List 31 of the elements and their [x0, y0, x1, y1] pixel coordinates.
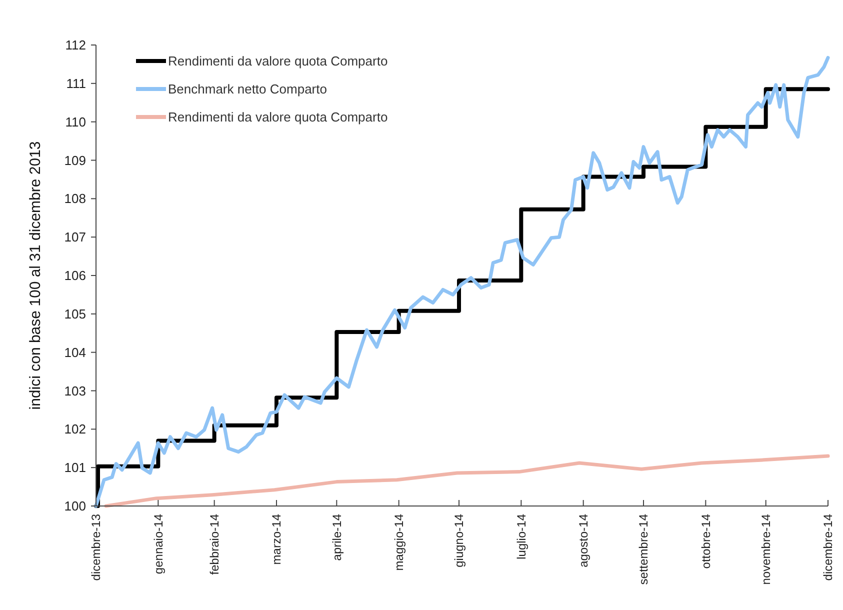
y-tick-label: 100 [64, 498, 86, 514]
x-tick-label: maggio-14 [392, 514, 406, 571]
y-tick-label: 106 [64, 268, 86, 284]
y-tick-label: 104 [64, 344, 86, 360]
x-tick-label: agosto-14 [576, 514, 591, 568]
x-tick-label: luglio-14 [514, 514, 528, 560]
y-tick-label: 110 [65, 114, 86, 130]
y-tick-label: 109 [64, 152, 86, 168]
y-tick-label: 112 [65, 38, 86, 53]
x-tick-label: giugno-14 [452, 514, 466, 568]
x-tick-label: novembre-14 [759, 514, 774, 585]
y-tick-label: 111 [66, 76, 86, 91]
legend-label: Benchmark netto Comparto [168, 82, 327, 97]
y-tick-label: 107 [64, 230, 86, 245]
x-tick-label: settembre-14 [636, 514, 651, 585]
y-tick-label: 105 [64, 306, 86, 322]
x-tick-label: dicembre-14 [821, 514, 836, 581]
legend-label: Rendimenti da valore quota Comparto [168, 54, 388, 69]
x-tick-label: marzo-14 [270, 514, 284, 565]
y-tick-label: 103 [64, 383, 86, 398]
x-tick-label: aprile-14 [330, 514, 344, 561]
legend-label: Rendimenti da valore quota Comparto [168, 110, 388, 125]
x-tick-label: ottobre-14 [698, 514, 713, 569]
x-tick-label: gennaio-14 [151, 514, 166, 574]
x-tick-label: dicembre-13 [89, 514, 104, 581]
y-tick-label: 101 [64, 460, 86, 476]
y-tick-label: 108 [64, 191, 86, 206]
x-tick-label: febbraio-14 [208, 514, 222, 575]
y-axis-title: indici con base 100 al 31 dicembre 2013 [27, 141, 44, 410]
line-series [104, 454, 830, 508]
y-tick-label: 102 [64, 422, 86, 437]
